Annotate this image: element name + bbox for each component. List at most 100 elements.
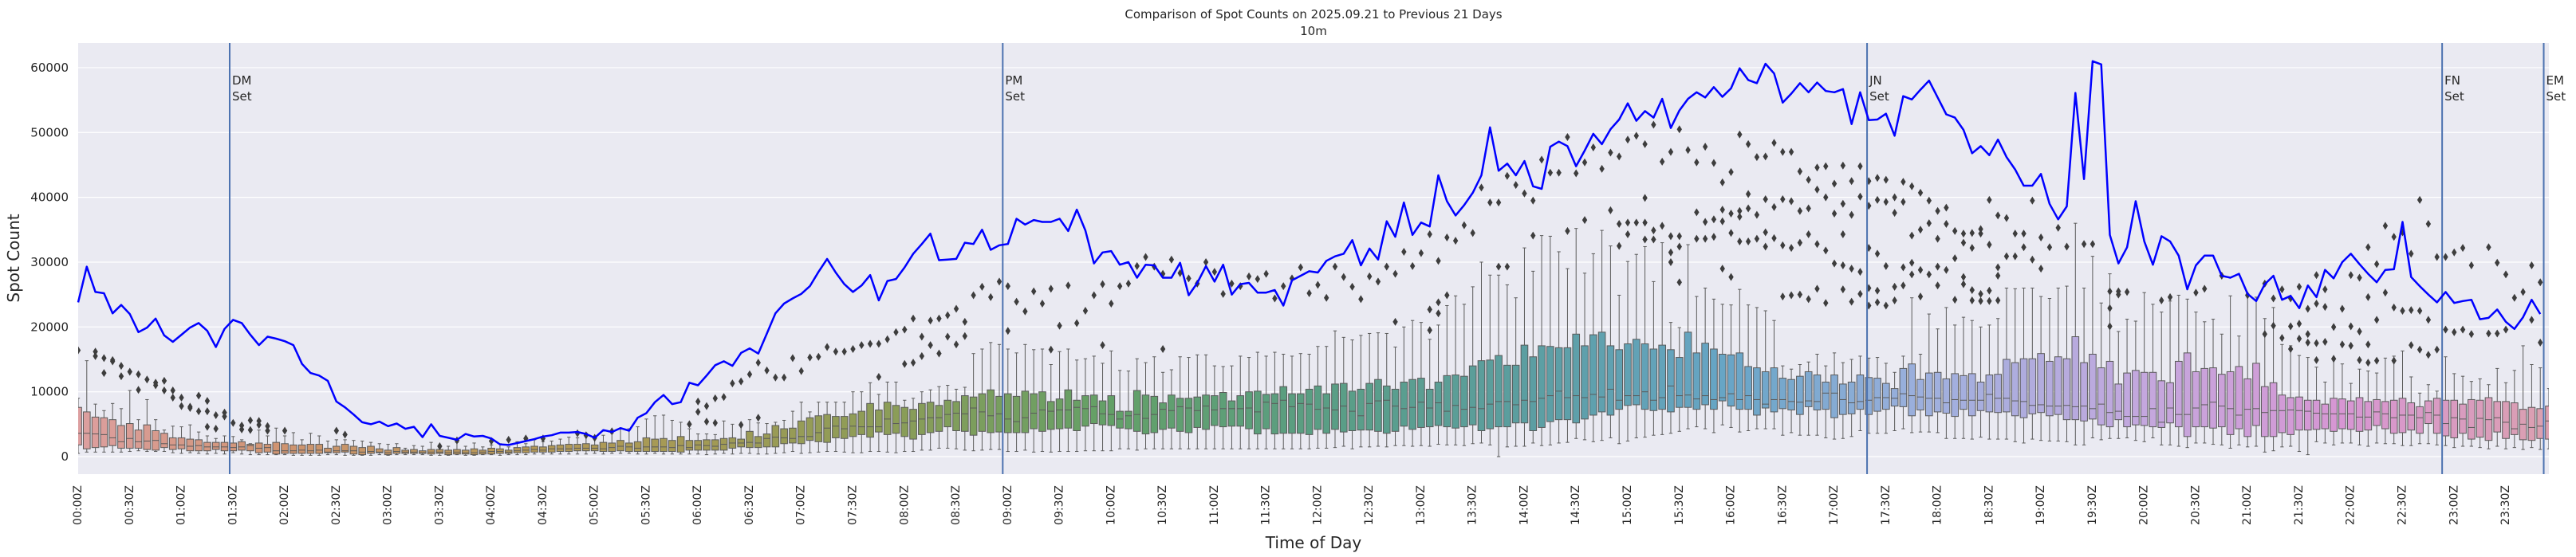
- box-iqr: [1030, 393, 1038, 430]
- box-iqr: [2132, 370, 2140, 426]
- box-iqr: [2355, 397, 2364, 432]
- outlier-point: [2030, 196, 2035, 205]
- outlier-point: [195, 391, 202, 400]
- outlier-point: [2167, 292, 2173, 301]
- box-19:35: [2097, 302, 2105, 441]
- box-00:55: [168, 426, 177, 453]
- box-iqr: [1322, 393, 1331, 434]
- outlier-point: [1952, 254, 1958, 263]
- outlier-point: [1935, 281, 1940, 290]
- outlier-point: [2314, 339, 2319, 347]
- outlier-point: [1883, 198, 1889, 206]
- box-iqr: [2321, 403, 2330, 430]
- box-07:45: [875, 394, 883, 453]
- box-19:25: [2080, 288, 2088, 445]
- box-iqr: [2432, 398, 2441, 434]
- box-iqr: [814, 415, 823, 442]
- outlier-point: [1117, 282, 1123, 291]
- outlier-point: [2322, 338, 2328, 347]
- box-09:20: [1038, 348, 1046, 453]
- box-iqr: [952, 401, 960, 431]
- outlier-point: [1987, 286, 1992, 295]
- outlier-point: [1599, 164, 1605, 173]
- outlier-point: [945, 311, 951, 320]
- box-22:45: [2424, 384, 2432, 445]
- x-tick-label: 16:30Z: [1776, 485, 1789, 525]
- outlier-point: [1763, 195, 1768, 204]
- outlier-point: [1530, 231, 1536, 240]
- box-iqr: [1684, 331, 1692, 408]
- box-iqr: [418, 450, 427, 454]
- box-iqr: [1073, 399, 1081, 431]
- outlier-point: [523, 434, 529, 443]
- box-12:30: [1365, 332, 1373, 448]
- x-tick-label: 05:30Z: [640, 485, 652, 525]
- box-01:45: [254, 430, 263, 456]
- outlier-point: [1771, 202, 1777, 211]
- box-iqr: [2286, 397, 2294, 435]
- outlier-point: [204, 397, 211, 406]
- box-18:50: [2019, 288, 2028, 444]
- outlier-point: [1246, 272, 1252, 280]
- outlier-point: [1995, 296, 2001, 304]
- outlier-point: [1617, 152, 1622, 161]
- box-11:55: [1305, 353, 1314, 449]
- outlier-point: [1892, 282, 1897, 291]
- outlier-point: [1745, 237, 1751, 245]
- box-11:10: [1227, 365, 1236, 449]
- outlier-point: [1341, 273, 1346, 281]
- box-00:00: [78, 398, 82, 454]
- outlier-point: [1642, 194, 1648, 202]
- box-iqr: [1787, 379, 1795, 410]
- x-tick-label: 20:00Z: [2138, 485, 2151, 525]
- box-iqr: [1718, 353, 1727, 402]
- box-iqr: [2175, 360, 2183, 428]
- outlier-point: [1702, 218, 1708, 226]
- outlier-point: [1900, 281, 1906, 290]
- box-iqr: [2468, 398, 2476, 440]
- box-09:40: [1073, 359, 1081, 453]
- x-tick-label: 22:00Z: [2345, 485, 2357, 525]
- box-iqr: [1270, 393, 1279, 435]
- box-iqr: [1778, 378, 1787, 410]
- outlier-point: [1633, 131, 1639, 140]
- box-iqr: [1572, 333, 1581, 424]
- box-20:00: [2140, 292, 2149, 442]
- outlier-point: [1504, 262, 1511, 271]
- outlier-point: [1633, 218, 1639, 227]
- box-iqr: [2028, 358, 2037, 414]
- box-03:20: [418, 445, 427, 456]
- box-iqr: [1314, 385, 1322, 430]
- box-06:35: [754, 422, 762, 455]
- x-tick-label: 00:30Z: [124, 485, 136, 525]
- outlier-point: [1944, 219, 1949, 228]
- box-14:05: [1529, 270, 1538, 444]
- box-iqr: [1813, 375, 1822, 410]
- box-iqr: [82, 411, 91, 449]
- marker-label-line: FN: [2444, 73, 2460, 88]
- box-iqr: [2140, 371, 2149, 426]
- outlier-point: [1737, 237, 1743, 245]
- outlier-point: [1797, 206, 1803, 215]
- outlier-point: [1840, 161, 1846, 170]
- outlier-point: [1668, 257, 1674, 266]
- box-iqr: [1847, 381, 1856, 414]
- box-11:15: [1236, 355, 1245, 449]
- outlier-point: [2279, 285, 2285, 294]
- outlier-point: [256, 421, 262, 430]
- outlier-point: [2416, 195, 2423, 204]
- x-tick-label: 10:00Z: [1105, 485, 1117, 525]
- outlier-point: [1788, 291, 1794, 300]
- box-iqr: [582, 443, 590, 452]
- outlier-point: [170, 386, 175, 395]
- outlier-point: [928, 341, 933, 350]
- outlier-point: [1780, 241, 1786, 249]
- box-07:30: [849, 391, 857, 453]
- outlier-point: [1048, 345, 1054, 354]
- box-iqr: [2235, 366, 2243, 430]
- box-iqr: [1597, 331, 1606, 413]
- outlier-point: [2357, 355, 2362, 364]
- box-22:20: [2381, 357, 2389, 445]
- box-iqr: [1159, 402, 1167, 430]
- box-iqr: [160, 433, 168, 449]
